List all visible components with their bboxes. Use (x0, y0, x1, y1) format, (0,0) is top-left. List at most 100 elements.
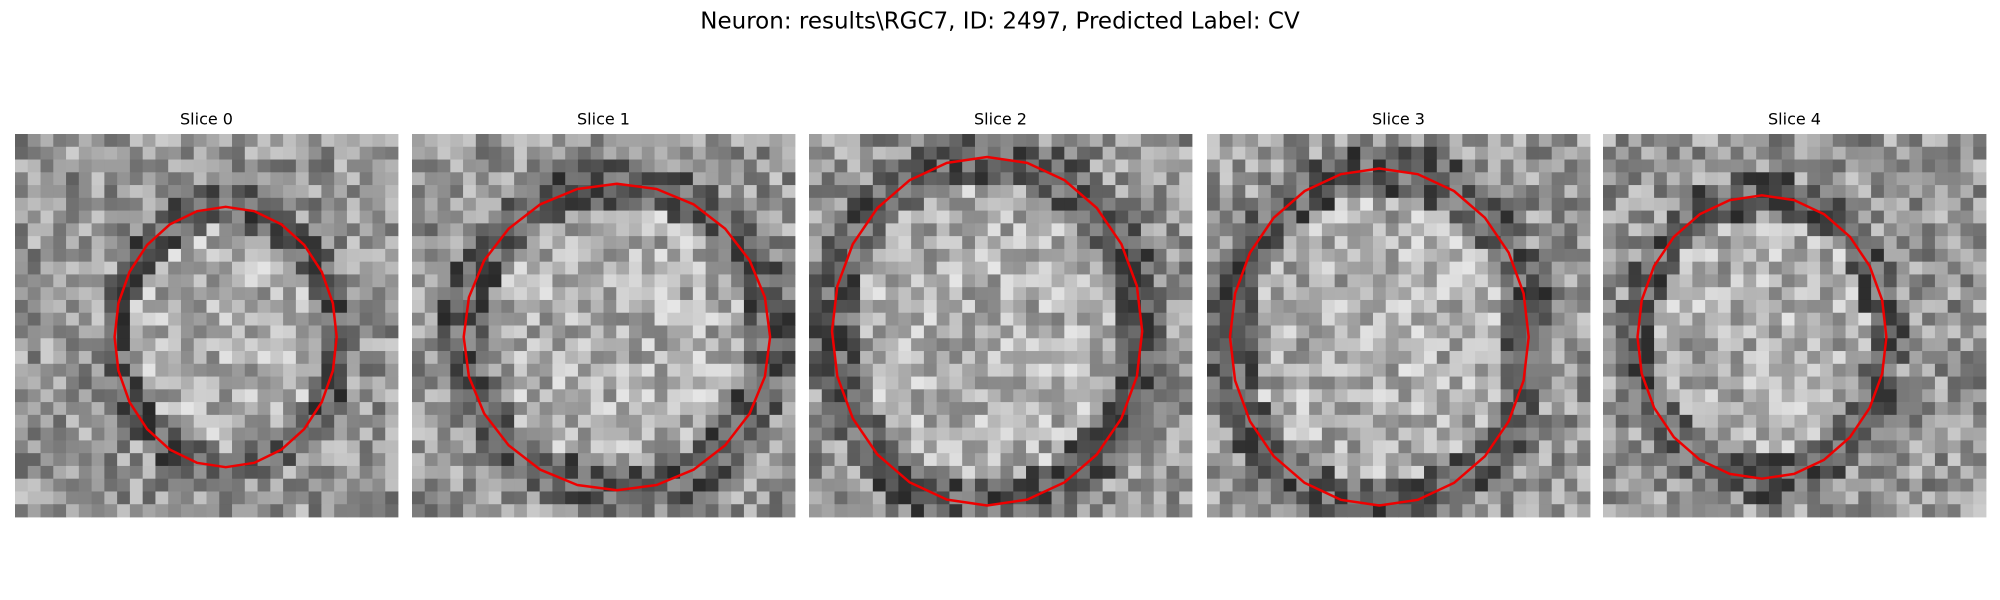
pixel (1947, 261, 1961, 275)
pixel (514, 351, 528, 365)
pixel (53, 223, 67, 237)
pixel (911, 465, 925, 480)
pixel (1538, 465, 1553, 480)
pixel (514, 414, 528, 429)
pixel (756, 197, 770, 211)
pixel (936, 185, 950, 199)
pixel (270, 351, 284, 365)
pixel (1756, 197, 1770, 211)
pixel (692, 210, 707, 224)
pixel (680, 338, 694, 352)
pixel (1179, 440, 1193, 454)
pixel (1013, 248, 1027, 263)
pixel (539, 312, 553, 326)
pixel (1628, 159, 1642, 173)
pixel (1038, 197, 1052, 211)
pixel (1896, 299, 1910, 314)
pixel (731, 440, 745, 454)
pixel (654, 146, 668, 160)
pixel (1360, 351, 1374, 365)
pixel (809, 325, 823, 339)
pixel (1577, 351, 1591, 365)
pixel (450, 223, 464, 237)
pixel (756, 185, 770, 199)
pixel (1730, 287, 1744, 301)
pixel (53, 248, 67, 263)
pixel (1487, 146, 1502, 160)
pixel (1000, 236, 1014, 250)
panel-title: Slice 1 (577, 110, 630, 129)
pixel (129, 248, 144, 263)
pixel (1232, 159, 1246, 173)
pixel (552, 414, 566, 429)
pixel (1077, 465, 1091, 480)
pixel (1896, 465, 1910, 480)
pixel (1654, 274, 1668, 288)
pixel (539, 427, 553, 441)
pixel (129, 402, 144, 416)
pixel (193, 389, 207, 403)
pixel (206, 223, 220, 237)
pixel (705, 261, 719, 275)
pixel (1309, 414, 1323, 429)
pixel (821, 389, 835, 403)
pixel (488, 185, 502, 199)
pixel (501, 389, 515, 403)
pixel (27, 453, 41, 467)
pixel (1258, 376, 1272, 390)
pixel (1909, 338, 1923, 352)
pixel (244, 146, 258, 160)
pixel (372, 134, 386, 148)
pixel (1296, 223, 1310, 237)
pixel (1947, 185, 1961, 199)
pixel (1398, 299, 1412, 314)
pixel (718, 325, 732, 339)
pixel (1717, 172, 1732, 186)
pixel (1768, 197, 1783, 211)
pixel (1385, 287, 1399, 301)
pixel (962, 287, 976, 301)
pixel (1140, 261, 1155, 275)
pixel (1166, 172, 1180, 186)
pixel (654, 389, 668, 403)
pixel (1947, 351, 1961, 365)
pixel (334, 134, 348, 148)
pixel (1832, 312, 1846, 326)
pixel (1321, 146, 1336, 160)
pixel (1628, 299, 1642, 314)
pixel (155, 172, 169, 186)
pixel (834, 312, 848, 326)
pixel (872, 351, 886, 365)
pixel (1666, 478, 1680, 492)
pixel (1385, 427, 1399, 441)
pixel (847, 210, 861, 224)
pixel (1717, 478, 1732, 492)
pixel (91, 236, 105, 250)
pixel (1807, 478, 1821, 492)
pixel (731, 453, 745, 467)
pixel (1462, 159, 1476, 173)
pixel (987, 414, 1001, 429)
pixel (1449, 453, 1463, 467)
pixel (1973, 172, 1987, 186)
pixel (1768, 146, 1783, 160)
pixel (1372, 287, 1387, 301)
pixel (1166, 146, 1180, 160)
pixel (1756, 312, 1770, 326)
pixel (53, 504, 67, 518)
pixel (1858, 185, 1872, 199)
pixel (1102, 197, 1116, 211)
pixel (1603, 465, 1617, 480)
pixel (718, 504, 732, 518)
pixel (1398, 402, 1412, 416)
pixel (372, 146, 386, 160)
pixel (66, 363, 80, 377)
pixel (1615, 236, 1629, 250)
pixel (437, 172, 451, 186)
pixel (1372, 414, 1387, 429)
pixel (334, 414, 348, 429)
pixel (1692, 478, 1706, 492)
pixel (1064, 427, 1078, 441)
pixel (898, 287, 912, 301)
pixel (1487, 197, 1502, 211)
